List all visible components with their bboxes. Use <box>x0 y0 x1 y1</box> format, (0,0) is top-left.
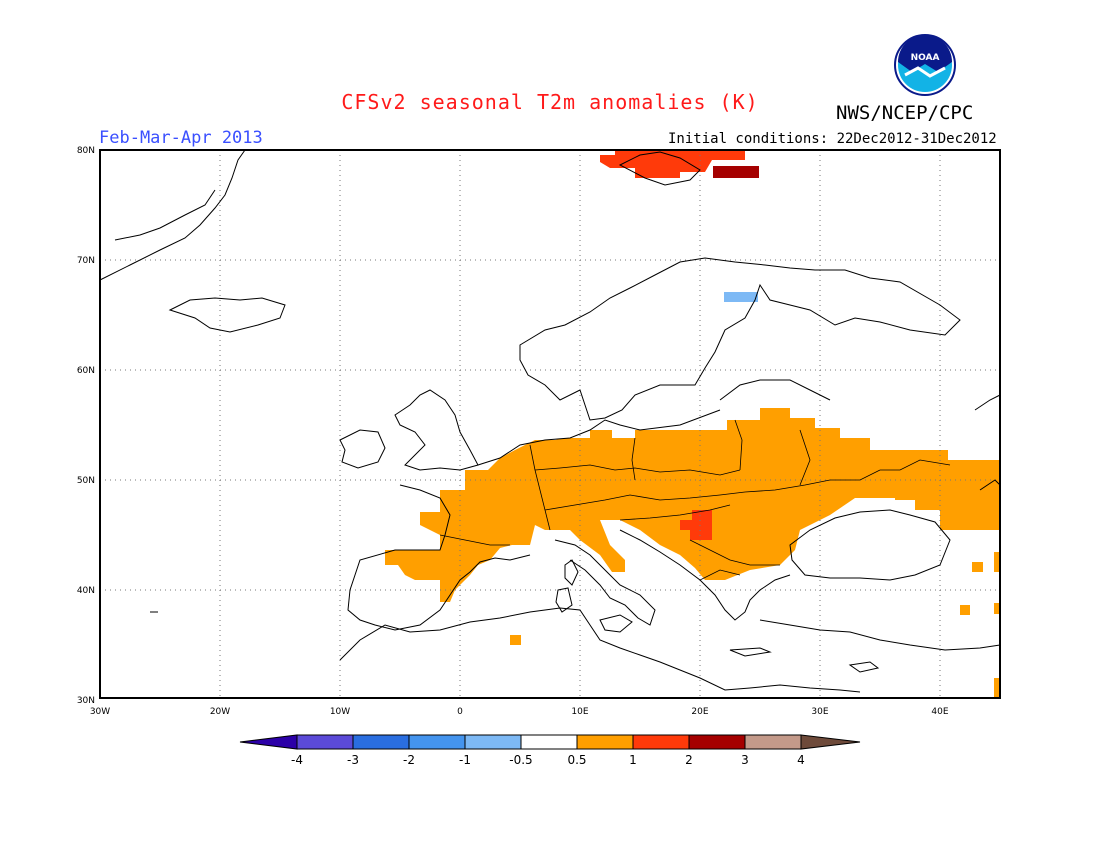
noaa-logo: NOAA <box>894 34 956 96</box>
colorbar-cell <box>408 734 466 750</box>
lon-label: 20W <box>210 707 230 717</box>
colorbar-cell <box>464 734 522 750</box>
country-borders <box>439 419 951 581</box>
anomaly-cool1-region <box>724 292 758 302</box>
lat-label: 50N <box>77 476 95 486</box>
colorbar-label: 4 <box>797 753 805 767</box>
colorbar-label: 2 <box>685 753 693 767</box>
chart-title: CFSv2 seasonal T2m anomalies (K) <box>341 90 759 114</box>
gridlines <box>100 150 1000 698</box>
colorbar-label: 1 <box>629 753 637 767</box>
lon-label: 40E <box>931 707 948 717</box>
colorbar-label: -2 <box>403 753 415 767</box>
colorbar-cell <box>688 734 746 750</box>
anomaly-warm3-region <box>713 166 759 178</box>
anomaly-warm1-region <box>385 408 1001 698</box>
lat-label: 80N <box>77 146 95 156</box>
lon-label: 0 <box>457 707 463 717</box>
colorbar-label: 3 <box>741 753 749 767</box>
colorbar-cell <box>520 734 578 750</box>
map-frame <box>99 149 1001 699</box>
lon-label: 30E <box>811 707 828 717</box>
lon-label: 10W <box>330 707 350 717</box>
org-label: NWS/NCEP/CPC <box>836 102 974 124</box>
lat-label: 60N <box>77 366 95 376</box>
colorbar-labels: -4 -3 -2 -1 -0.5 0.5 1 2 3 4 <box>291 753 805 767</box>
colorbar-cell <box>800 734 861 750</box>
coastlines <box>99 149 1001 693</box>
colorbar-cell <box>296 734 354 750</box>
colorbar-cell <box>352 734 410 750</box>
colorbar-cell <box>632 734 690 750</box>
forecast-period: Feb-Mar-Apr 2013 <box>99 128 263 148</box>
colorbar-label: -3 <box>347 753 359 767</box>
colorbar-label: -4 <box>291 753 303 767</box>
lon-label: 30W <box>90 707 110 717</box>
colorbar-label: 0.5 <box>567 753 586 767</box>
lat-label: 30N <box>77 696 95 706</box>
lat-axis: 80N 70N 60N 50N 40N 30N <box>77 146 95 706</box>
svg-text:NOAA: NOAA <box>911 53 940 63</box>
colorbar-label: -0.5 <box>509 753 532 767</box>
colorbar <box>239 734 861 750</box>
initial-conditions: Initial conditions: 22Dec2012-31Dec2012 <box>668 131 997 147</box>
lon-label: 20E <box>691 707 708 717</box>
lon-label: 10E <box>571 707 588 717</box>
colorbar-cell <box>576 734 634 750</box>
colorbar-cell <box>744 734 802 750</box>
colorbar-label: -1 <box>459 753 471 767</box>
lat-label: 70N <box>77 256 95 266</box>
lat-label: 40N <box>77 586 95 596</box>
lon-axis: 30W 20W 10W 0 10E 20E 30E 40E <box>90 707 949 717</box>
colorbar-cell <box>239 734 298 750</box>
